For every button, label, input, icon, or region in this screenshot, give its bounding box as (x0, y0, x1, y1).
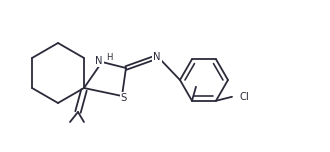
Text: Cl: Cl (240, 92, 250, 102)
Text: H: H (106, 52, 112, 62)
Text: N: N (153, 52, 161, 62)
Text: N: N (95, 56, 103, 66)
Text: S: S (121, 93, 127, 103)
